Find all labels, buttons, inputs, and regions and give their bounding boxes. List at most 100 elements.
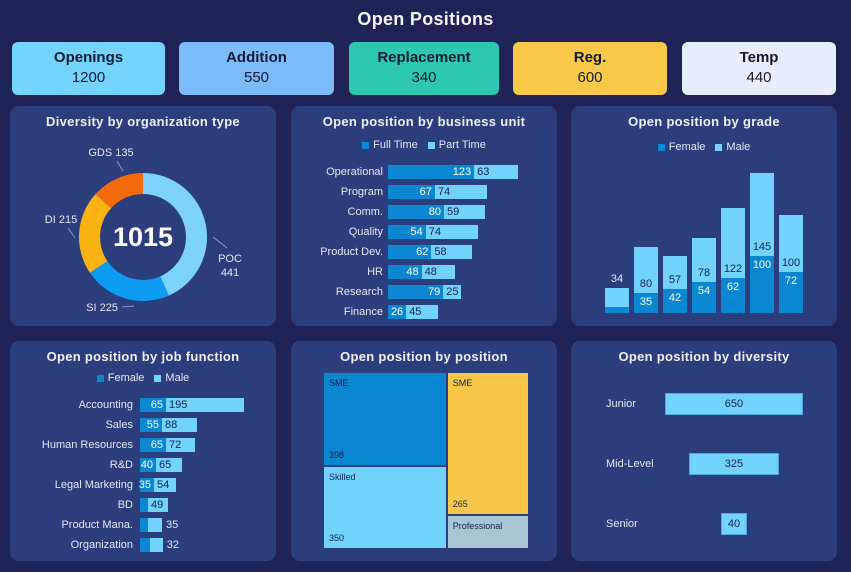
bar-value-label: 62: [726, 280, 740, 293]
bar-value-label: 59: [447, 206, 460, 218]
tile-name: SME: [329, 378, 349, 388]
bar-segment-full-time[interactable]: 62: [388, 245, 432, 259]
bar-segment-part-time[interactable]: 59: [444, 205, 486, 219]
legend-item-male[interactable]: Male: [715, 140, 750, 154]
bar-segment-female[interactable]: 55: [140, 418, 162, 432]
bar-segment-full-time[interactable]: 79: [388, 285, 444, 299]
legend-item-female[interactable]: Female: [657, 140, 706, 154]
bar-segment-full-time[interactable]: 80: [388, 205, 444, 219]
bar-segment-male[interactable]: 72: [166, 438, 195, 452]
bar-segment-female[interactable]: [605, 307, 629, 313]
bar-segment-female[interactable]: [634, 293, 658, 313]
legend-swatch-icon: [715, 143, 723, 151]
funnel-bar-junior[interactable]: 650: [665, 393, 803, 415]
kpi-label: Temp: [739, 49, 779, 66]
kpi-card-temp[interactable]: Temp 440: [682, 42, 836, 95]
panel-open-position-by-job-function: Open position by job function Female Mal…: [10, 341, 276, 561]
slice-label-group: DI 215: [45, 214, 77, 226]
kpi-label: Reg.: [573, 49, 607, 66]
bar-segment-female[interactable]: [750, 255, 774, 313]
legend-item-male[interactable]: Male: [154, 371, 189, 385]
bar-value-label: 80: [428, 206, 441, 218]
bar-segment-female[interactable]: 35: [138, 478, 154, 492]
legend-item-full-time[interactable]: Full Time: [362, 138, 418, 152]
bar-segment-part-time[interactable]: 74: [425, 225, 478, 239]
slice-value: 215: [59, 214, 77, 226]
category-label: Junior: [606, 398, 636, 410]
kpi-card-addition[interactable]: Addition 550: [179, 42, 334, 95]
bar-segment-full-time[interactable]: 123: [388, 165, 475, 179]
bar-segment-male[interactable]: [779, 214, 803, 272]
bar-segment-part-time[interactable]: 45: [406, 305, 438, 319]
bar-segment-female[interactable]: [692, 282, 716, 313]
bar-segment-male[interactable]: [750, 173, 774, 256]
bar-value-label: 88: [165, 419, 178, 431]
bar-value-label: 325: [724, 458, 744, 470]
bar-segment-male[interactable]: 54: [154, 478, 176, 492]
category-label: Senior: [606, 518, 638, 530]
bar-segment-female[interactable]: [140, 498, 148, 512]
bar-segment-female[interactable]: 65: [140, 438, 166, 452]
bar-segment-part-time[interactable]: 58: [431, 245, 472, 259]
bar-segment-full-time[interactable]: 67: [388, 185, 435, 199]
bar-value-label: 48: [424, 266, 437, 278]
panel-title: Open position by position: [340, 349, 508, 364]
bar-value-label: 63: [477, 166, 490, 178]
bar-segment-male[interactable]: 88: [162, 418, 198, 432]
bar-segment-female[interactable]: [140, 518, 148, 532]
bar-value-label: 35: [138, 479, 151, 491]
treemap-tile-sme[interactable]: SME 398: [324, 373, 446, 466]
kpi-card-replacement[interactable]: Replacement 340: [349, 42, 499, 95]
bar-segment-male[interactable]: [150, 538, 163, 552]
bar-segment-female[interactable]: [663, 289, 687, 313]
bar-value-label: 65: [150, 439, 163, 451]
panel-title: Open position by grade: [628, 114, 780, 129]
bar-segment-part-time[interactable]: 74: [434, 185, 487, 199]
bar-segment-male[interactable]: [148, 518, 162, 532]
bar-row-finance: Finance 26 45: [291, 305, 557, 319]
bar-segment-female[interactable]: [779, 271, 803, 313]
bar-segment-female[interactable]: 65: [140, 398, 166, 412]
treemap-tile-sme[interactable]: SME 265: [447, 373, 528, 515]
bar-segment-male[interactable]: [692, 237, 716, 283]
bar-segment-full-time[interactable]: 26: [388, 305, 407, 319]
bar-segment-part-time[interactable]: 48: [421, 265, 456, 279]
donut-slice-gds[interactable]: [95, 173, 143, 209]
kpi-card-openings[interactable]: Openings 1200: [12, 42, 165, 95]
treemap-tile-professional[interactable]: Professional: [447, 516, 528, 548]
bar-segment-male[interactable]: [663, 256, 687, 289]
legend-item-part-time[interactable]: Part Time: [427, 138, 486, 152]
bar-segment-part-time[interactable]: 63: [474, 165, 519, 179]
bar-segment-male[interactable]: 195: [166, 398, 244, 412]
tile-value: 398: [329, 450, 345, 461]
kpi-card-reg[interactable]: Reg. 600: [513, 42, 667, 95]
bar-value-label: 42: [668, 292, 682, 304]
donut-slice-poc[interactable]: [143, 173, 208, 296]
kpi-value: 600: [577, 69, 603, 86]
legend-item-female[interactable]: Female: [96, 371, 144, 385]
treemap-tile-skilled[interactable]: Skilled 350: [324, 467, 446, 548]
bar-segment-male[interactable]: [721, 207, 745, 278]
bar-row-sales: Sales 55 88: [10, 418, 276, 432]
funnel-bar-mid-level[interactable]: 325: [688, 453, 780, 475]
category-label: R&D: [109, 459, 133, 471]
funnel-bar-senior[interactable]: 40: [721, 513, 747, 535]
bar-segment-male[interactable]: 49: [148, 498, 168, 512]
kpi-value: 440: [746, 69, 772, 86]
bar-segment-male[interactable]: 65: [156, 458, 182, 472]
donut-slice-di[interactable]: [79, 194, 112, 273]
donut-slice-si[interactable]: [89, 261, 169, 301]
bar-value-label: 54: [697, 285, 711, 298]
bar-segment-female[interactable]: 40: [140, 458, 156, 472]
bar-segment-female[interactable]: [140, 538, 150, 552]
legend-label: Female: [668, 141, 706, 153]
bar-value-label: 55: [146, 419, 159, 431]
bar-segment-part-time[interactable]: 25: [443, 285, 461, 299]
bar-segment-male[interactable]: [634, 247, 658, 293]
bar-segment-full-time[interactable]: 54: [388, 225, 426, 239]
bar-row-product-dev: Product Dev. 62 58: [291, 245, 557, 259]
bar-segment-full-time[interactable]: 48: [388, 265, 422, 279]
panel-title: Open position by diversity: [618, 349, 790, 364]
bar-segment-female[interactable]: [721, 277, 745, 313]
bar-segment-male[interactable]: [605, 287, 629, 308]
